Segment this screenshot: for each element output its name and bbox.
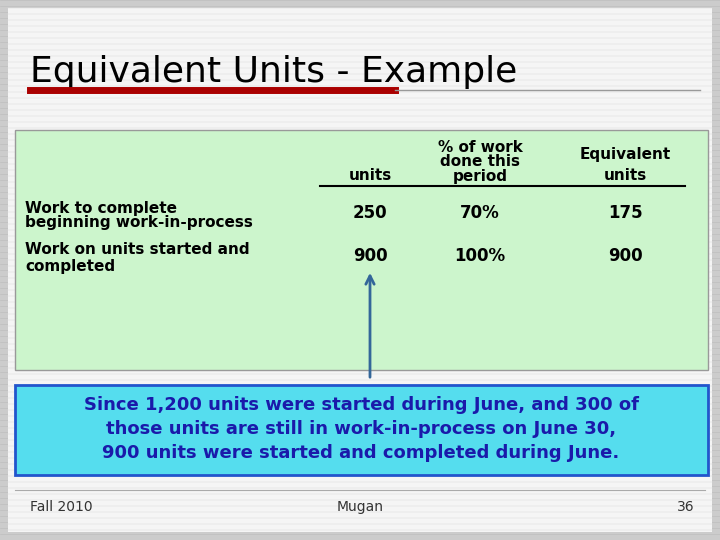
Text: Work to complete: Work to complete	[25, 200, 177, 215]
Text: period: period	[452, 168, 508, 184]
Text: beginning work-in-process: beginning work-in-process	[25, 215, 253, 231]
Text: units: units	[348, 168, 392, 184]
Text: Since 1,200 units were started during June, and 300 of: Since 1,200 units were started during Ju…	[84, 396, 639, 414]
Text: 250: 250	[353, 204, 387, 222]
Text: 175: 175	[608, 204, 642, 222]
Bar	[15, 385, 708, 475]
Text: completed: completed	[25, 259, 115, 273]
Text: 900: 900	[608, 247, 642, 265]
Text: done this: done this	[440, 153, 520, 168]
Bar	[15, 130, 708, 370]
Text: Equivalent Units - Example: Equivalent Units - Example	[30, 55, 517, 89]
Text: Mugan: Mugan	[336, 500, 384, 514]
Text: % of work: % of work	[438, 140, 523, 156]
Text: Fall 2010: Fall 2010	[30, 500, 93, 514]
Text: those units are still in work-in-process on June 30,: those units are still in work-in-process…	[106, 420, 616, 438]
Text: 70%: 70%	[460, 204, 500, 222]
Text: units: units	[603, 168, 647, 184]
Text: Equivalent: Equivalent	[580, 146, 670, 161]
Text: 36: 36	[678, 500, 695, 514]
Text: 900: 900	[353, 247, 387, 265]
FancyArrowPatch shape	[366, 276, 374, 377]
Text: Work on units started and: Work on units started and	[25, 242, 250, 258]
Text: 900 units were started and completed during June.: 900 units were started and completed dur…	[102, 444, 620, 462]
Text: 100%: 100%	[454, 247, 505, 265]
